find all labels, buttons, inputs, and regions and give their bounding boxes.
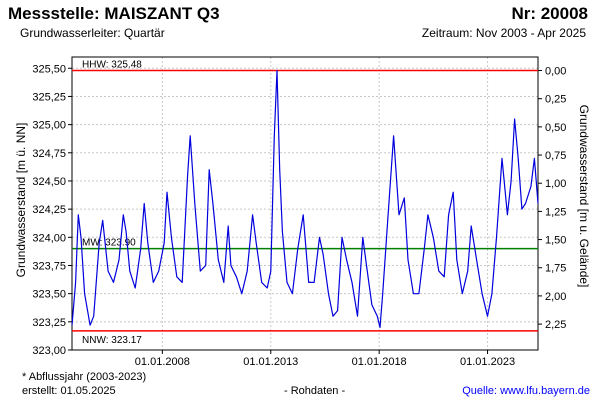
x-tick-label: 01.01.2023: [460, 356, 515, 368]
y-tick-label: 323,00: [32, 345, 66, 357]
y2-tick-label: 0,75: [545, 150, 566, 162]
y-tick-label: 325,25: [32, 91, 66, 103]
raw-data-label: - Rohdaten -: [284, 385, 346, 397]
y2-tick-label: 2,25: [545, 319, 566, 331]
y2-tick-label: 1,50: [545, 235, 566, 247]
created-date: erstellt: 01.05.2025: [22, 385, 116, 397]
x-tick-label: 01.01.2013: [243, 356, 298, 368]
source-link[interactable]: Quelle: www.lfu.bayern.de: [462, 385, 590, 397]
y2-tick-label: 2,00: [545, 291, 566, 303]
station-title: Messstelle: MAISZANT Q3: [8, 4, 220, 23]
y-tick-label: 323,25: [32, 317, 66, 329]
y2-tick-label: 0,00: [545, 66, 566, 78]
period-label: Zeitraum: Nov 2003 - Apr 2025: [421, 26, 586, 40]
footnote: * Abflussjahr (2003-2023): [22, 371, 147, 383]
hhw-line-label: HHW: 325.48: [82, 60, 142, 71]
y-axis-label: Grundwasserstand [m ü. NN]: [14, 123, 28, 278]
mw-line-label: MW: 323.90: [82, 238, 136, 249]
x-tick-label: 01.01.2018: [352, 356, 407, 368]
y2-tick-label: 1,00: [545, 178, 566, 190]
y2-tick-label: 0,25: [545, 94, 566, 106]
y-tick-label: 324,50: [32, 176, 66, 188]
x-tick-label: 01.01.2008: [135, 356, 190, 368]
station-number: Nr: 20008: [511, 4, 588, 23]
y2-tick-label: 0,50: [545, 122, 566, 134]
y2-tick-label: 1,25: [545, 206, 566, 218]
y-tick-label: 324,00: [32, 232, 66, 244]
y2-tick-label: 1,75: [545, 263, 566, 275]
y2-axis-label: Grundwasserstand [m u. Gelände]: [577, 105, 591, 288]
plot-frame: [71, 56, 539, 351]
y-tick-label: 324,25: [32, 204, 66, 216]
nnw-line-label: NNW: 323.17: [82, 335, 142, 346]
y-tick-label: 325,50: [32, 63, 66, 75]
y-tick-label: 323,75: [32, 260, 66, 272]
y-tick-label: 324,75: [32, 148, 66, 160]
y-tick-label: 323,50: [32, 289, 66, 301]
y-tick-label: 325,00: [32, 120, 66, 132]
aquifer-label: Grundwasserleiter: Quartär: [20, 26, 165, 40]
groundwater-level-series: [71, 69, 539, 329]
